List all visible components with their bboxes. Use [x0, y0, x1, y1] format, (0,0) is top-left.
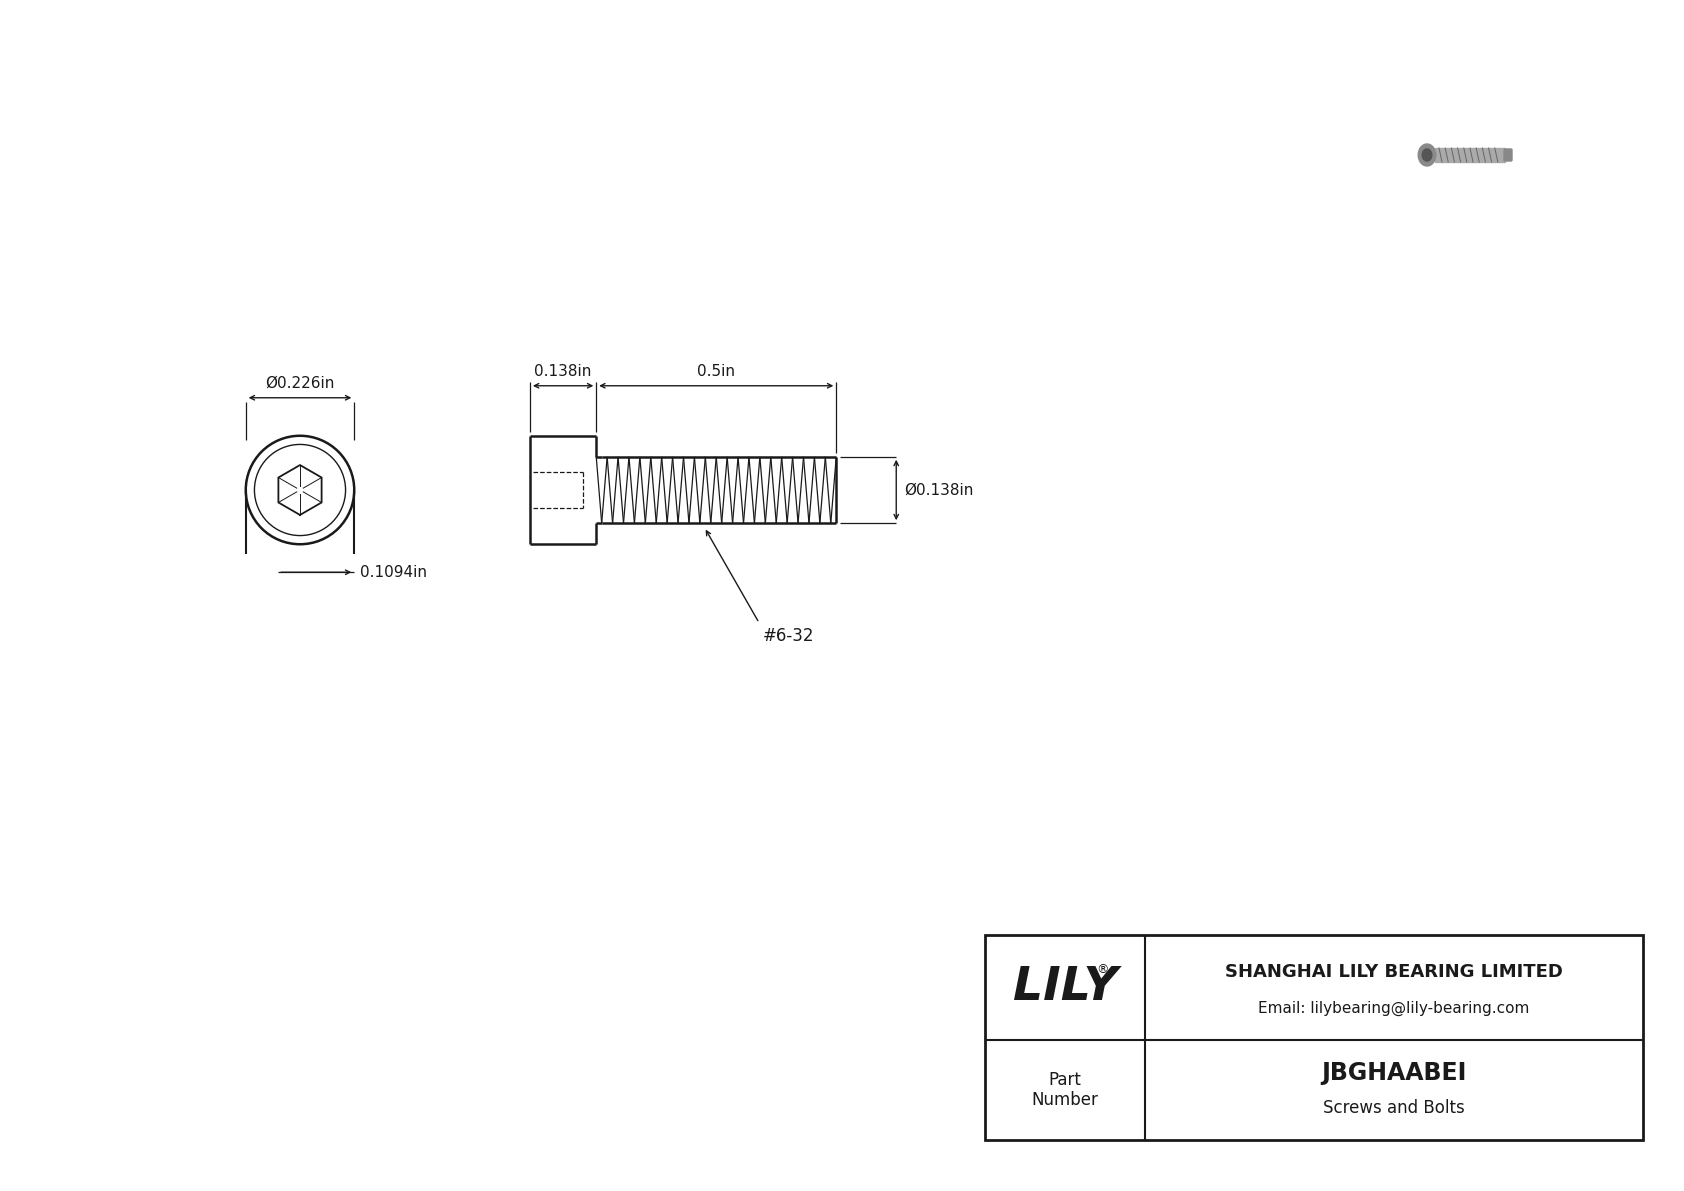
FancyBboxPatch shape	[1504, 149, 1512, 161]
Text: 0.1094in: 0.1094in	[360, 565, 428, 580]
Text: Part
Number: Part Number	[1032, 1071, 1098, 1109]
Text: ®: ®	[1096, 964, 1110, 975]
Text: JBGHAABEI: JBGHAABEI	[1322, 1061, 1467, 1085]
Text: Screws and Bolts: Screws and Bolts	[1324, 1099, 1465, 1117]
Text: Email: lilybearing@lily-bearing.com: Email: lilybearing@lily-bearing.com	[1258, 1000, 1529, 1016]
Text: Ø0.138in: Ø0.138in	[904, 482, 973, 498]
Text: #6-32: #6-32	[763, 628, 815, 646]
Text: 0.138in: 0.138in	[534, 363, 591, 379]
Bar	[985, 935, 1644, 1140]
Ellipse shape	[1423, 149, 1431, 161]
Ellipse shape	[1418, 144, 1436, 166]
Text: SHANGHAI LILY BEARING LIMITED: SHANGHAI LILY BEARING LIMITED	[1224, 962, 1563, 980]
FancyBboxPatch shape	[1435, 148, 1505, 162]
Text: 0.5in: 0.5in	[697, 363, 736, 379]
Text: LILY: LILY	[1012, 965, 1118, 1010]
Text: Ø0.226in: Ø0.226in	[266, 375, 335, 391]
